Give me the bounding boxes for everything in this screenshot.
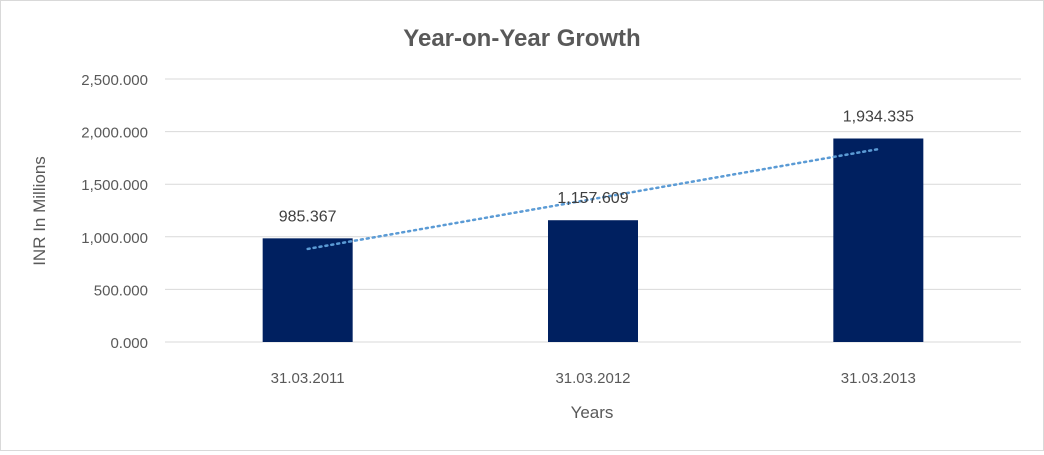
y-tick-label: 2,500.000 (81, 72, 148, 89)
y-tick-label: 1,500.000 (81, 177, 148, 194)
y-tick-label: 2,000.000 (81, 125, 148, 142)
chart-title: Year-on-Year Growth (403, 25, 640, 52)
data-label: 985.367 (279, 208, 337, 225)
x-tick-label: 31.03.2011 (271, 370, 345, 387)
bar (833, 138, 924, 342)
x-axis-label: Years (571, 403, 614, 422)
y-tick-label: 1,000.000 (81, 230, 148, 247)
x-tick-label: 31.03.2012 (555, 370, 630, 387)
trendline (306, 147, 880, 251)
data-label: 1,934.335 (843, 109, 914, 126)
x-tick-label: 31.03.2013 (841, 370, 916, 387)
bar (548, 220, 638, 342)
y-axis-label: INR In Millions (30, 156, 49, 266)
bar (262, 238, 353, 342)
y-tick-label: 500.000 (94, 282, 148, 299)
y-tick-label: 0.000 (110, 335, 148, 352)
data-label: 1,157.609 (557, 190, 628, 207)
